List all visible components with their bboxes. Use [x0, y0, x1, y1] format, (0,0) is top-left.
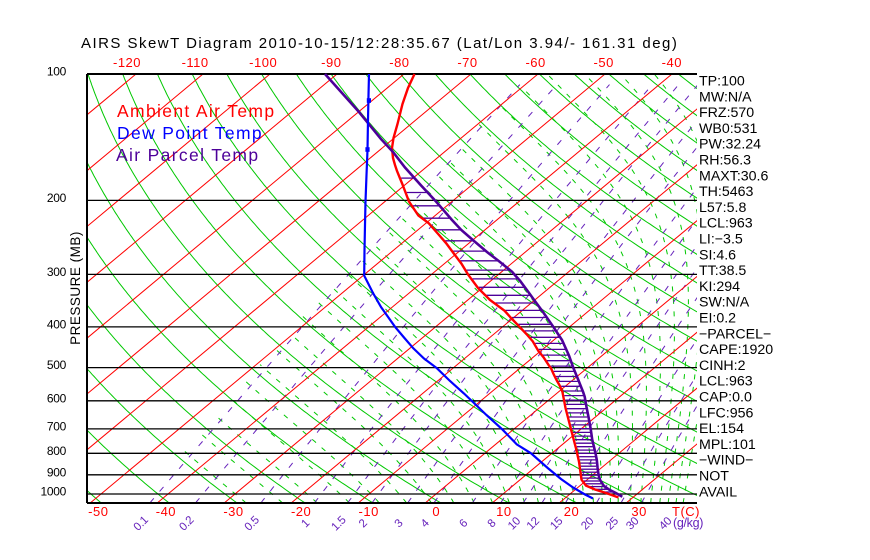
svg-text:900: 900 — [47, 465, 67, 479]
svg-text:-90: -90 — [321, 55, 341, 70]
svg-text:-100: -100 — [249, 55, 277, 70]
svg-text:600: 600 — [47, 391, 67, 405]
svg-text:-30: -30 — [223, 504, 243, 519]
svg-text:TH:5463: TH:5463 — [699, 184, 754, 200]
svg-text:AIRS SkewT Diagram 2010-10-15/: AIRS SkewT Diagram 2010-10-15/12:28:35.6… — [81, 35, 678, 52]
svg-text:-80: -80 — [389, 55, 409, 70]
svg-text:CINH:2: CINH:2 — [699, 358, 746, 374]
svg-text:10: 10 — [496, 504, 511, 519]
svg-text:20: 20 — [564, 504, 579, 519]
svg-text:FRZ:570: FRZ:570 — [699, 105, 754, 121]
svg-text:SI:4.6: SI:4.6 — [699, 247, 736, 263]
svg-text:T(C): T(C) — [672, 504, 700, 519]
svg-text:-40: -40 — [662, 55, 682, 70]
svg-text:30: 30 — [631, 504, 646, 519]
svg-text:Ambient Air Temp: Ambient Air Temp — [117, 101, 275, 121]
svg-text:-50: -50 — [88, 504, 108, 519]
svg-text:TT:38.5: TT:38.5 — [699, 263, 746, 279]
svg-text:PRESSURE (MB): PRESSURE (MB) — [68, 231, 83, 345]
svg-text:Air Parcel Temp: Air Parcel Temp — [116, 145, 259, 165]
svg-text:LCL:963: LCL:963 — [699, 374, 753, 390]
svg-text:MW:N/A: MW:N/A — [699, 89, 752, 105]
svg-text:-120: -120 — [113, 55, 141, 70]
svg-text:-110: -110 — [182, 55, 209, 70]
svg-text:0: 0 — [432, 504, 440, 519]
svg-text:WB0:531: WB0:531 — [699, 121, 757, 137]
svg-text:LCL:963: LCL:963 — [699, 216, 753, 232]
svg-text:(g/kg): (g/kg) — [673, 516, 703, 530]
svg-text:-70: -70 — [457, 55, 477, 70]
svg-text:L57:5.8: L57:5.8 — [699, 200, 746, 216]
svg-text:-60: -60 — [525, 55, 545, 70]
svg-text:500: 500 — [47, 358, 67, 372]
svg-text:NOT: NOT — [699, 469, 729, 485]
svg-text:LFC:956: LFC:956 — [699, 405, 754, 421]
svg-text:1000: 1000 — [41, 485, 67, 499]
svg-text:800: 800 — [47, 444, 67, 458]
svg-text:RH:56.3: RH:56.3 — [699, 153, 751, 169]
svg-text:PW:32.24: PW:32.24 — [699, 137, 761, 153]
svg-text:AVAIL: AVAIL — [699, 484, 737, 500]
svg-text:CAPE:1920: CAPE:1920 — [699, 342, 773, 358]
svg-text:MAXT:30.6: MAXT:30.6 — [699, 168, 769, 184]
svg-text:Dew Point Temp: Dew Point Temp — [117, 123, 263, 143]
svg-text:100: 100 — [47, 65, 67, 79]
svg-text:-20: -20 — [291, 504, 311, 519]
svg-text:KI:294: KI:294 — [699, 279, 740, 295]
svg-text:MPL:101: MPL:101 — [699, 437, 756, 453]
svg-text:SW:N/A: SW:N/A — [699, 295, 750, 311]
svg-text:LI:−3.5: LI:−3.5 — [699, 232, 743, 248]
svg-text:700: 700 — [47, 419, 67, 433]
svg-text:400: 400 — [47, 317, 67, 331]
svg-text:EL:154: EL:154 — [699, 421, 744, 437]
svg-text:−PARCEL−: −PARCEL− — [699, 326, 771, 342]
svg-text:-40: -40 — [156, 504, 176, 519]
svg-text:TP:100: TP:100 — [699, 74, 745, 90]
svg-text:200: 200 — [47, 191, 67, 205]
svg-text:−WIND−: −WIND− — [699, 453, 753, 469]
svg-text:-10: -10 — [359, 504, 379, 519]
svg-text:CAP:0.0: CAP:0.0 — [699, 390, 752, 406]
svg-text:EI:0.2: EI:0.2 — [699, 311, 736, 327]
svg-text:-50: -50 — [594, 55, 614, 70]
svg-text:300: 300 — [47, 265, 67, 279]
